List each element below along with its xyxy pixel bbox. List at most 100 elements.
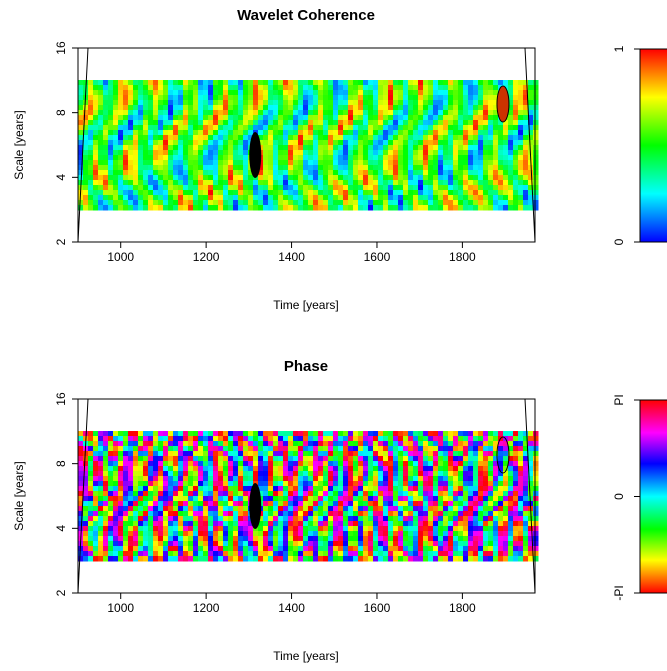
heatmap-cell <box>243 456 249 462</box>
heatmap-cell <box>403 501 409 507</box>
heatmap-cell <box>503 180 509 186</box>
heatmap-cell <box>463 456 469 462</box>
heatmap-cell <box>418 451 424 457</box>
heatmap-cell <box>488 461 494 467</box>
heatmap-cell <box>383 466 389 472</box>
heatmap-cell <box>458 130 464 136</box>
heatmap-cell <box>213 486 219 492</box>
heatmap-cell <box>113 461 119 467</box>
heatmap-cell <box>458 155 464 161</box>
heatmap-cell <box>428 130 434 136</box>
heatmap-cell <box>458 100 464 106</box>
heatmap-cell <box>303 431 309 437</box>
heatmap-cell <box>193 160 199 166</box>
heatmap-cell <box>438 115 444 121</box>
heatmap-cell <box>133 431 139 437</box>
heatmap-cell <box>333 441 339 447</box>
heatmap-cell <box>258 456 264 462</box>
heatmap-cell <box>128 90 134 96</box>
heatmap-cell <box>513 446 519 452</box>
heatmap-cell <box>328 90 334 96</box>
heatmap-cell <box>428 125 434 131</box>
heatmap-cell <box>103 135 109 141</box>
heatmap-cell <box>483 200 489 206</box>
heatmap-cell <box>228 451 234 457</box>
heatmap-cell <box>303 496 309 502</box>
heatmap-cell <box>418 155 424 161</box>
heatmap-cell <box>343 536 349 542</box>
heatmap-cell <box>148 536 154 542</box>
heatmap-cell <box>328 436 334 442</box>
heatmap-cell <box>413 120 419 126</box>
heatmap-cell <box>83 110 89 116</box>
heatmap-cell <box>203 551 209 557</box>
heatmap-cell <box>393 446 399 452</box>
heatmap-cell <box>303 130 309 136</box>
heatmap-cell <box>398 526 404 532</box>
heatmap-cell <box>373 481 379 487</box>
heatmap-cell <box>368 486 374 492</box>
heatmap-cell <box>373 531 379 537</box>
heatmap-cell <box>238 185 244 191</box>
heatmap-cell <box>128 526 134 532</box>
heatmap-cell <box>173 85 179 91</box>
heatmap-cell <box>508 536 514 542</box>
heatmap-cell <box>253 446 259 452</box>
heatmap-cell <box>253 90 259 96</box>
heatmap-cell <box>338 536 344 542</box>
heatmap-cell <box>158 531 164 537</box>
heatmap-cell <box>448 130 454 136</box>
heatmap-cell <box>518 120 524 126</box>
heatmap-cell <box>443 180 449 186</box>
heatmap-cell <box>503 165 509 171</box>
heatmap-cell <box>343 110 349 116</box>
heatmap-cell <box>268 446 274 452</box>
heatmap-cell <box>118 531 124 537</box>
heatmap-cell <box>418 105 424 111</box>
heatmap-cell <box>448 120 454 126</box>
heatmap-cell <box>238 115 244 121</box>
heatmap-cell <box>473 85 479 91</box>
heatmap-cell <box>293 115 299 121</box>
heatmap-cell <box>528 185 534 191</box>
heatmap-cell <box>363 451 369 457</box>
heatmap-cell <box>78 456 84 462</box>
heatmap-cell <box>293 526 299 532</box>
heatmap-cell <box>253 105 259 111</box>
heatmap-cell <box>483 471 489 477</box>
heatmap-cell <box>478 180 484 186</box>
heatmap-cell <box>278 551 284 557</box>
heatmap-cell <box>523 521 529 527</box>
heatmap-cell <box>368 90 374 96</box>
heatmap-cell <box>168 441 174 447</box>
heatmap-cell <box>203 541 209 547</box>
heatmap-cell <box>368 110 374 116</box>
heatmap-cell <box>438 531 444 537</box>
heatmap-cell <box>148 466 154 472</box>
heatmap-cell <box>518 115 524 121</box>
heatmap-cell <box>408 135 414 141</box>
heatmap-cell <box>283 556 289 562</box>
heatmap-cell <box>233 185 239 191</box>
heatmap-cell <box>263 125 269 131</box>
heatmap-cell <box>508 556 514 562</box>
heatmap-cell <box>103 506 109 512</box>
heatmap-cell <box>423 556 429 562</box>
heatmap-cell <box>168 461 174 467</box>
heatmap-cell <box>318 456 324 462</box>
heatmap-cell <box>438 170 444 176</box>
heatmap-cell <box>368 100 374 106</box>
heatmap-cell <box>348 150 354 156</box>
heatmap-cell <box>408 180 414 186</box>
heatmap-cell <box>138 511 144 517</box>
heatmap-cell <box>448 541 454 547</box>
heatmap-cell <box>318 135 324 141</box>
heatmap-cell <box>183 80 189 86</box>
heatmap-cell <box>113 451 119 457</box>
heatmap-cell <box>323 120 329 126</box>
heatmap-cell <box>363 541 369 547</box>
heatmap-cell <box>218 150 224 156</box>
heatmap-cell <box>303 140 309 146</box>
heatmap-cell <box>213 95 219 101</box>
heatmap-cell <box>323 165 329 171</box>
